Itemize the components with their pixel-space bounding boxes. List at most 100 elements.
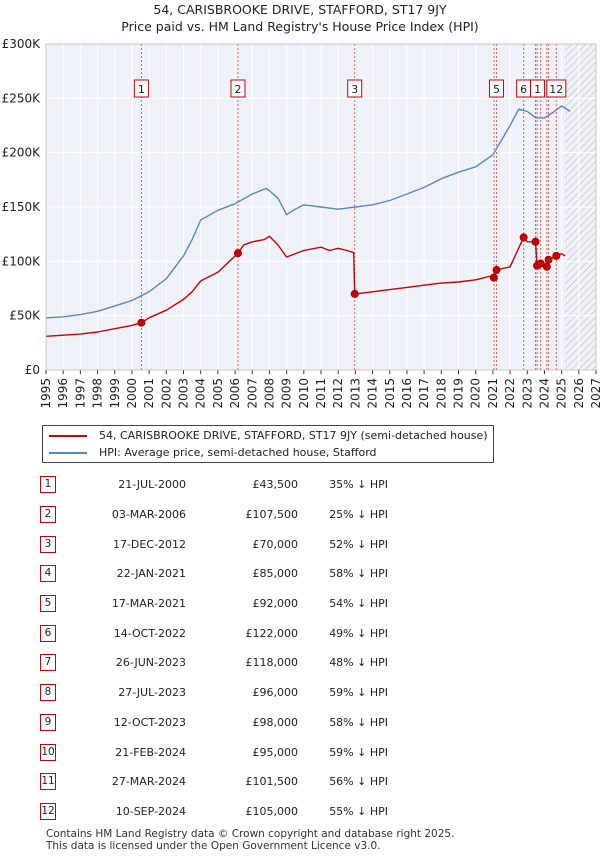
sale-date: 17-MAR-2021	[111, 597, 186, 611]
sale-point	[552, 251, 561, 260]
table-row: 4 22-JAN-2021 £85,000 58% ↓ HPI	[40, 559, 388, 589]
table-row: 3 17-DEC-2012 £70,000 52% ↓ HPI	[40, 529, 388, 559]
plot-frame	[45, 43, 597, 371]
sale-date: 14-OCT-2022	[113, 626, 186, 640]
sale-date: 21-JUL-2000	[118, 478, 186, 492]
sale-label-box	[530, 79, 546, 98]
sale-date: 22-JAN-2021	[116, 567, 186, 581]
y-tick-label: £300K	[2, 37, 42, 51]
sale-price: £98,000	[252, 715, 299, 729]
table-row: 1 21-JUL-2000 £43,500 35% ↓ HPI	[40, 470, 388, 500]
sale-hpi-diff: 35% ↓ HPI	[329, 478, 388, 492]
hpi-line	[45, 105, 571, 319]
sale-hpi-diff: 49% ↓ HPI	[329, 626, 388, 640]
table-row: 10 21-FEB-2024 £95,000 59% ↓ HPI	[40, 737, 388, 767]
x-tick-label: 2000	[125, 378, 139, 409]
table-row: 2 03-MAR-2006 £107,500 25% ↓ HPI	[40, 500, 388, 530]
sale-label-box	[133, 79, 149, 98]
footer: Contains HM Land Registry data © Crown c…	[46, 828, 454, 852]
sale-label-box	[230, 79, 246, 98]
sales-table: 1 21-JUL-2000 £43,500 35% ↓ HPI 2 03-MAR-2006…	[40, 470, 388, 826]
x-tick-label: 2017	[417, 378, 431, 409]
x-tick-label: 2024	[537, 378, 551, 409]
x-tick-label: 2019	[452, 378, 466, 409]
sale-number-badge: 9	[40, 713, 56, 731]
sale-point	[536, 259, 545, 268]
legend-swatch-hpi	[49, 452, 87, 454]
sale-hpi-diff: 52% ↓ HPI	[329, 537, 388, 551]
sale-point	[544, 255, 553, 264]
y-tick-label: £150K	[2, 200, 42, 214]
sale-label-text: 6	[520, 83, 527, 96]
sale-hpi-diff: 58% ↓ HPI	[329, 715, 388, 729]
legend-item-hpi: HPI: Average price, semi-detached house,…	[49, 445, 377, 461]
sale-date: 03-MAR-2006	[111, 508, 186, 522]
sale-label-box	[546, 79, 567, 98]
x-tick-label: 2018	[434, 378, 448, 409]
sale-price: £105,000	[245, 804, 299, 818]
sale-point	[233, 249, 242, 258]
sale-price: £43,500	[252, 478, 299, 492]
x-tick-label: 2001	[142, 378, 156, 409]
x-tick-label: 2005	[211, 378, 225, 409]
sale-price: £101,500	[245, 775, 299, 789]
sale-date: 27-MAR-2024	[111, 775, 186, 789]
table-row: 8 27-JUL-2023 £96,000 59% ↓ HPI	[40, 678, 388, 708]
sale-hpi-diff: 59% ↓ HPI	[329, 686, 388, 700]
y-tick-label: £0	[25, 363, 40, 377]
sale-price: £122,000	[245, 626, 299, 640]
sale-label-text: 2	[234, 83, 241, 96]
chart-subtitle: Price paid vs. HM Land Registry's House …	[121, 19, 479, 34]
x-tick-label: 2015	[383, 378, 397, 409]
x-tick-label: 2002	[159, 378, 173, 409]
sale-date: 12-OCT-2023	[113, 715, 186, 729]
y-tick-label: £200K	[2, 146, 42, 160]
sale-number-badge: 7	[40, 654, 56, 672]
sale-number-badge: 10	[40, 743, 56, 761]
x-tick-label: 2004	[194, 378, 208, 409]
x-tick-label: 1996	[56, 378, 70, 409]
sale-hpi-diff: 58% ↓ HPI	[329, 567, 388, 581]
sale-point	[542, 262, 551, 271]
sale-price: £95,000	[252, 745, 299, 759]
sale-date: 27-JUL-2023	[118, 686, 186, 700]
sale-label-box	[488, 79, 504, 98]
x-tick-label: 2026	[572, 378, 586, 409]
sale-point	[519, 233, 528, 242]
x-tick-label: 2022	[503, 378, 517, 409]
footer-line-1: Contains HM Land Registry data © Crown c…	[46, 828, 455, 840]
sale-point	[350, 289, 359, 298]
table-row: 7 26-JUN-2023 £118,000 48% ↓ HPI	[40, 648, 388, 678]
legend-label-property: 54, CARISBROOKE DRIVE, STAFFORD, ST17 9J…	[99, 429, 488, 442]
sale-number-badge: 2	[40, 506, 56, 524]
sale-number-badge: 5	[40, 595, 56, 613]
sale-number-badge: 6	[40, 624, 56, 642]
sale-hpi-diff: 54% ↓ HPI	[329, 597, 388, 611]
property-price-line	[45, 235, 566, 337]
sale-price: £92,000	[252, 597, 299, 611]
x-tick-label: 2003	[177, 378, 191, 409]
x-tick-label: 1997	[73, 378, 87, 409]
sale-hpi-diff: 55% ↓ HPI	[329, 804, 388, 818]
x-tick-label: 2027	[589, 378, 600, 409]
x-tick-label: 1998	[91, 378, 105, 409]
sale-date: 21-FEB-2024	[115, 745, 186, 759]
sale-hpi-diff: 25% ↓ HPI	[329, 508, 388, 522]
table-row: 9 12-OCT-2023 £98,000 58% ↓ HPI	[40, 708, 388, 738]
sale-number-badge: 8	[40, 684, 56, 702]
sale-price: £107,500	[245, 508, 299, 522]
sale-label-text: 12	[549, 83, 563, 96]
sale-price: £85,000	[252, 567, 299, 581]
sale-number-badge: 1	[40, 476, 56, 494]
sale-price: £96,000	[252, 686, 299, 700]
sale-label-text: 3	[351, 83, 358, 96]
legend-label-hpi: HPI: Average price, semi-detached house,…	[99, 446, 377, 459]
x-tick-label: 2023	[520, 378, 534, 409]
y-tick-label: £50K	[9, 309, 41, 323]
sale-number-badge: 4	[40, 565, 56, 583]
x-tick-label: 1999	[108, 378, 122, 409]
sale-point	[531, 237, 540, 246]
x-tick-label: 2020	[469, 378, 483, 409]
legend: 54, CARISBROOKE DRIVE, STAFFORD, ST17 9J…	[42, 425, 494, 463]
